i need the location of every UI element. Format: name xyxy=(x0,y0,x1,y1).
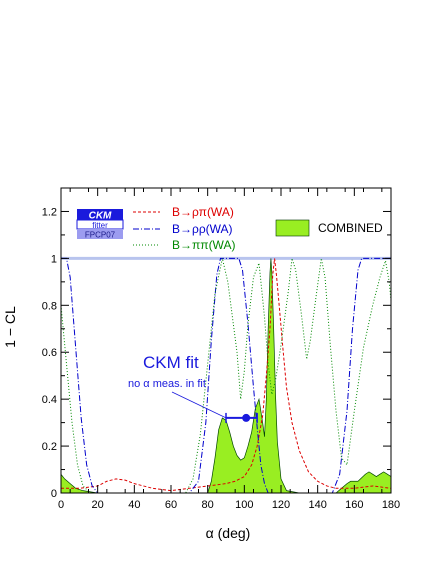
x-tick-label: 140 xyxy=(308,499,326,511)
y-tick-label: 0.6 xyxy=(42,347,57,359)
logo-fitter-text: fitter xyxy=(92,221,108,230)
y-tick-label: 0.4 xyxy=(42,394,57,406)
y-tick-label: 1.2 xyxy=(42,206,57,218)
y-tick-label: 0.8 xyxy=(42,300,57,312)
ckm-fit-title: CKM fit xyxy=(143,353,199,372)
series-area-combined xyxy=(60,258,392,494)
x-tick-label: 20 xyxy=(92,499,104,511)
logo-ckm-text: CKM xyxy=(89,211,112,222)
y-tick-label: 0.2 xyxy=(42,441,57,453)
legend-label-combined: COMBINED xyxy=(318,221,383,235)
series-line-3 xyxy=(60,258,392,494)
x-axis-title: α (deg) xyxy=(206,525,251,541)
axes-layer: 0 20 40 60 80 100 120 140 160 180 0 0.2 0.4 0.6 0.8 1 1.… xyxy=(42,187,400,511)
x-tick-label: 100 xyxy=(235,499,253,511)
legend-label-rhopi: B→ρπ(WA) xyxy=(172,205,234,219)
y-tick-label: 1 xyxy=(51,253,57,265)
x-tick-label: 80 xyxy=(202,499,214,511)
logo-bottom-bar xyxy=(77,229,123,239)
x-tick-label: 180 xyxy=(382,499,400,511)
logo-year-text: FPCP07 xyxy=(85,231,116,240)
x-tick-label: 40 xyxy=(128,499,140,511)
x-tick-label: 0 xyxy=(58,499,64,511)
plot-frame xyxy=(60,187,392,494)
ckm-fit-leader-line xyxy=(171,391,227,419)
legend: B→ρπ(WA) B→ρρ(WA) B→ππ(WA) COMBINED xyxy=(133,205,383,252)
legend-label-rhorho: B→ρρ(WA) xyxy=(172,222,233,236)
ckmfitter-logo: CKM fitter FPCP07 xyxy=(76,209,124,240)
logo-top-bar xyxy=(77,209,123,220)
series-line-2 xyxy=(61,257,391,494)
ckm-fit-point xyxy=(242,413,251,422)
x-tick-label: 120 xyxy=(272,499,290,511)
legend-swatch-combined xyxy=(275,219,310,237)
x-tick-label: 160 xyxy=(345,499,363,511)
x-tick-label: 60 xyxy=(165,499,177,511)
series-layer xyxy=(60,256,392,494)
series-line-1 xyxy=(61,258,392,492)
ckm-fit-subtitle: no α meas. in fit xyxy=(128,378,206,390)
y-axis-title: 1 − CL xyxy=(2,306,18,348)
ckm-fit-annotation: CKM fit no α meas. in fit xyxy=(128,353,258,423)
legend-label-pipi: B→ππ(WA) xyxy=(172,238,235,252)
y-tick-label: 0 xyxy=(51,488,57,500)
